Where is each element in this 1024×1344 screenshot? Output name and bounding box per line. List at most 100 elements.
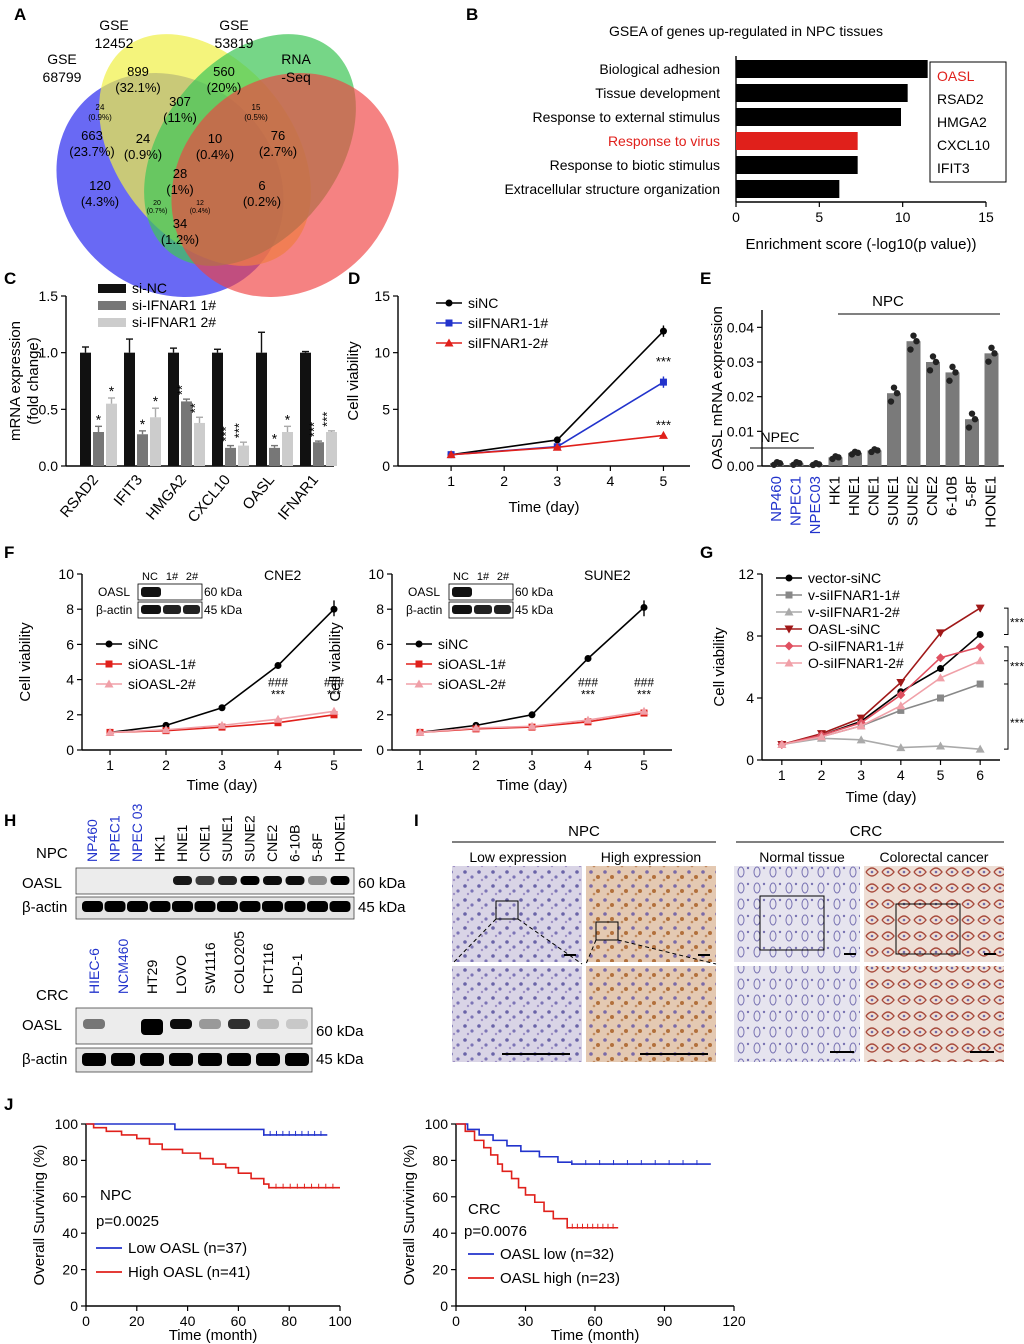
sig-stars: *** — [637, 688, 651, 702]
y-tick-label: 0 — [376, 742, 384, 758]
venn-r5-p: (11%) — [163, 110, 197, 125]
panel-letter-h: H — [4, 811, 16, 830]
sig-stars: *** — [1010, 615, 1024, 629]
data-point — [897, 706, 905, 714]
venn-r0-p: (23.7%) — [69, 144, 115, 159]
blot-band — [330, 876, 350, 885]
ihc-image-npc-low — [452, 866, 582, 962]
ihc-image-crc-normal — [734, 866, 860, 962]
venn-r6-p: (0.5%) — [244, 113, 268, 122]
ihc-image-crc-cancer — [864, 866, 1004, 962]
x-axis-label: Enrichment score (-log10(p value)) — [746, 236, 977, 253]
bar-label-0: Biological adhesion — [599, 61, 720, 77]
bar — [300, 352, 311, 466]
y-axis-label: Overall Surviving (%) — [401, 1145, 418, 1286]
lane-label: HK1 — [152, 835, 168, 862]
legend-0-marker — [785, 574, 793, 582]
venn-label-3a: GSE — [219, 17, 249, 33]
y-axis-label: (fold change) — [25, 337, 42, 425]
x-tick-label: 4 — [606, 473, 614, 489]
panel-letter-a: A — [14, 5, 26, 24]
sig-stars: *** — [307, 422, 322, 437]
blot-band — [329, 901, 351, 912]
venn-region-counts: 663 (23.7%) 899 (32.1%) 560 (20%) 76 (2.… — [69, 64, 297, 247]
data-point — [274, 719, 282, 727]
kda-45: 45 kDa — [316, 1051, 364, 1068]
venn-r0-n: 663 — [81, 128, 103, 143]
category-label: CNE1 — [866, 476, 883, 516]
legend-2-marker — [414, 679, 424, 688]
chart-j-crc: 0 20 40 60 80 100 0 30 60 90 120 Time (month) Overal… — [401, 1116, 746, 1344]
ihc-zoom-crc-normal — [734, 966, 860, 1062]
blot-band — [218, 876, 237, 885]
blot-band — [195, 876, 215, 885]
data-point — [991, 350, 998, 357]
legend-0-marker — [415, 640, 423, 648]
data-point — [936, 629, 945, 638]
data-point — [835, 454, 842, 461]
blot-band — [82, 901, 103, 912]
data-point — [929, 353, 937, 360]
venn-r3-n: 76 — [271, 128, 285, 143]
bar — [887, 393, 901, 466]
y-tick-label: 0.01 — [727, 423, 754, 439]
y-axis-label: mRNA expression — [7, 321, 24, 441]
y-tick-label: 15 — [374, 288, 390, 304]
legend-label-1: OASL high (n=23) — [500, 1270, 620, 1287]
sig-stars: *** — [1010, 716, 1024, 730]
panel-a: A GSE 68799 GSE 12452 GSE 53819 RNA -Seq… — [14, 5, 399, 297]
data-point — [218, 704, 226, 712]
category-label: HK1 — [827, 476, 844, 505]
blot-band — [169, 1053, 193, 1066]
x-tick-label: 10 — [895, 209, 911, 225]
sig-star: * — [272, 431, 278, 447]
lane-label: DLD-1 — [289, 953, 305, 994]
blot-band — [474, 605, 492, 614]
legend-1-marker — [785, 591, 793, 599]
series-line-3 — [781, 607, 981, 746]
venn-r10-n: 120 — [89, 178, 111, 193]
blot-inset-cne2: NC 1# 2# OASL β-actin 60 kDa 45 kDa CNE2 — [96, 567, 302, 619]
venn-r12-n: 20 — [153, 200, 161, 207]
venn-r2-p: (20%) — [207, 80, 242, 95]
x-tick-label: 2 — [818, 767, 826, 783]
panel-letter-e: E — [700, 269, 711, 288]
venn-r14-n: 34 — [173, 216, 187, 231]
legend-swatch — [98, 301, 126, 310]
gene-legend-3: CXCL10 — [937, 137, 990, 153]
x-tick-label: 60 — [587, 1313, 603, 1329]
data-point — [776, 460, 784, 467]
bar — [945, 372, 960, 466]
data-point — [583, 715, 593, 724]
data-point — [471, 723, 481, 732]
data-point — [907, 346, 914, 353]
venn-r11-n: 6 — [258, 178, 265, 193]
blot-row-oasl: OASL — [408, 585, 440, 599]
legend-label-0: OASL low (n=32) — [500, 1246, 614, 1263]
x-tick-label: 2 — [500, 473, 508, 489]
data-point — [985, 358, 992, 365]
venn-r14-p: (1.2%) — [161, 232, 199, 247]
data-point — [968, 410, 976, 417]
y-tick-label: 10 — [374, 345, 390, 361]
blot-lane-1: 1# — [166, 571, 179, 583]
bar — [256, 352, 267, 466]
y-tick-label: 80 — [62, 1152, 78, 1168]
x-tick-label: 3 — [528, 757, 536, 773]
series-line-4 — [781, 646, 981, 746]
venn-r4-n: 24 — [96, 103, 105, 112]
legend-2-marker — [784, 607, 794, 616]
sig-hash: ### — [578, 676, 598, 690]
data-point — [584, 654, 592, 662]
lane-label: HONE1 — [332, 814, 348, 862]
gene-legend-box: OASL RSAD2 HMGA2 CXCL10 IFIT3 — [929, 61, 1007, 183]
lane-label: NPEC 03 — [129, 803, 145, 862]
y-tick-label: 12 — [738, 566, 754, 582]
ihc-label-normal: Normal tissue — [759, 849, 845, 865]
y-tick-label: 60 — [432, 1189, 448, 1205]
data-point — [874, 447, 881, 454]
lane-label: SW1116 — [202, 942, 218, 994]
blot-band — [199, 1019, 221, 1029]
sig-stars: ** — [175, 385, 190, 395]
